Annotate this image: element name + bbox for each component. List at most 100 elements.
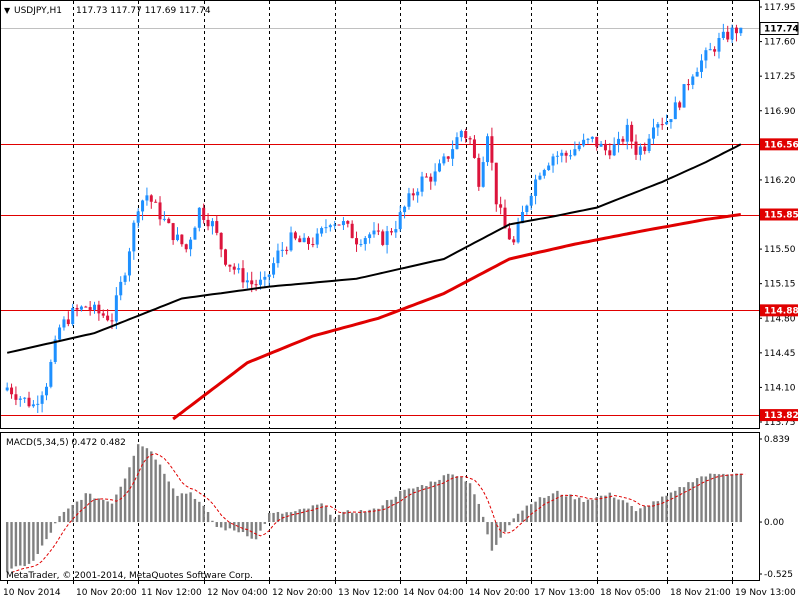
macd-tick-label: 0.00	[764, 518, 784, 528]
macd-bar	[691, 482, 694, 523]
macd-bar	[412, 488, 415, 523]
candle-body	[5, 387, 9, 391]
candle-body	[44, 386, 48, 396]
macd-bar	[32, 522, 35, 561]
candle-body	[171, 223, 175, 241]
macd-bar	[102, 499, 105, 523]
candle-body	[651, 127, 655, 139]
macd-bar	[71, 504, 74, 523]
candle-body	[564, 152, 568, 156]
price-tick-label: 114.80	[764, 314, 796, 324]
macd-bar	[289, 512, 293, 523]
macd-bar	[551, 493, 555, 523]
time-tick-label: 18 Nov 05:00	[600, 588, 661, 598]
candle-body	[49, 361, 53, 387]
candle-body	[58, 327, 62, 340]
candle-body	[494, 162, 498, 205]
macd-bar	[713, 473, 716, 523]
time-tick-label: 13 Nov 12:00	[338, 588, 399, 598]
candle-body	[569, 155, 573, 157]
macd-bar	[355, 513, 358, 523]
candle-body	[411, 193, 415, 196]
macd-bar	[722, 473, 725, 523]
macd-bar	[80, 499, 83, 523]
candle-body	[678, 102, 682, 108]
candle-body	[560, 152, 564, 156]
candle-body	[389, 231, 393, 233]
candle-body	[241, 268, 245, 283]
macd-bar	[700, 476, 703, 523]
candle-body	[276, 250, 280, 264]
macd-bar	[669, 492, 673, 523]
candle-body	[643, 146, 647, 151]
time-axis: 10 Nov 2014 10 Nov 20:00 11 Nov 12:00 12 No…	[3, 580, 796, 598]
macd-bar	[564, 496, 568, 523]
macd-bar	[276, 511, 280, 523]
candle-body	[730, 27, 734, 40]
candle-body	[603, 143, 607, 151]
macd-bar	[726, 474, 729, 523]
macd-bar	[661, 496, 664, 523]
macd-bar	[604, 495, 607, 523]
macd-bar	[599, 495, 603, 523]
macd-bar	[237, 522, 240, 533]
ohlc-readout: 117.73 117.77 117.69 117.74	[76, 6, 211, 16]
macd-bar	[512, 518, 515, 523]
macd-bar	[359, 510, 363, 523]
macd-bar	[84, 493, 87, 523]
macd-bar	[298, 509, 301, 523]
macd-bar	[27, 522, 31, 564]
macd-bar	[259, 522, 262, 531]
candle-body	[486, 136, 490, 163]
candle-body	[713, 49, 717, 52]
candle-body	[210, 221, 214, 227]
macd-axis: 0.839 0.00 -0.525	[759, 435, 793, 580]
candle-body	[442, 156, 446, 164]
candle-body	[324, 227, 328, 229]
time-tick-label: 18 Nov 21:00	[670, 588, 731, 598]
time-tick-label: 12 Nov 20:00	[272, 588, 333, 598]
level-tag	[760, 304, 798, 317]
candle-body	[359, 244, 363, 246]
time-tick-label: 10 Nov 20:00	[76, 588, 137, 598]
macd-bar	[416, 486, 419, 523]
macd-bar	[460, 477, 463, 523]
macd-bar	[302, 508, 306, 523]
candle-body	[333, 224, 337, 226]
macd-bar	[263, 522, 267, 524]
macd-bar	[385, 500, 389, 523]
macd-bar	[556, 490, 559, 523]
dropdown-icon[interactable]: ▼	[4, 6, 11, 15]
macd-bar	[211, 520, 214, 523]
candle-body	[66, 319, 70, 325]
moving-average-slow	[172, 213, 742, 421]
candle-body	[228, 264, 232, 267]
macd-bar	[189, 492, 192, 523]
candle-body	[516, 223, 520, 243]
time-tick-label: 14 Nov 04:00	[403, 588, 464, 598]
macd-bar	[639, 508, 642, 523]
macd-bar	[45, 522, 48, 540]
candle-body	[175, 234, 179, 241]
candle-body	[219, 232, 223, 250]
candle-body	[695, 71, 699, 77]
macd-bar	[128, 467, 131, 523]
macd-bar	[337, 514, 341, 523]
candle-body	[472, 139, 476, 158]
candle-body	[136, 211, 140, 223]
macd-bar	[193, 498, 197, 523]
candle-body	[106, 315, 110, 321]
candle-body	[206, 219, 210, 227]
candle-body	[538, 175, 542, 180]
candle-body	[215, 221, 219, 233]
macd-bar	[687, 482, 690, 523]
macd-bar	[307, 508, 310, 523]
candle-body	[499, 204, 503, 208]
candle-body	[154, 201, 158, 203]
candle-body	[451, 149, 455, 159]
candle-body	[503, 207, 507, 229]
macd-bar	[647, 505, 651, 523]
candle-body	[669, 119, 673, 123]
macd-bar	[219, 522, 223, 528]
